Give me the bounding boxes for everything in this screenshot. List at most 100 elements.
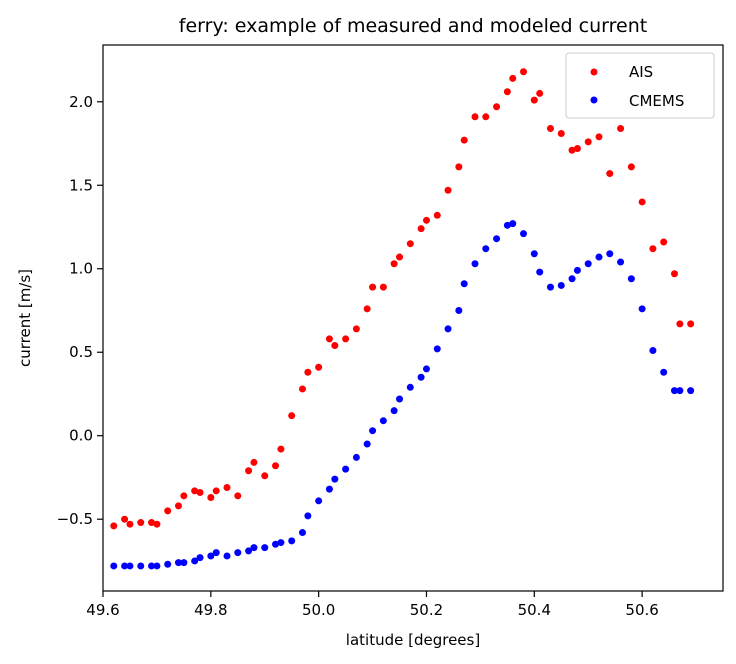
point-cmems [245, 547, 253, 555]
legend-label-ais: AIS [629, 63, 653, 81]
point-ais [546, 124, 554, 132]
point-cmems [649, 347, 657, 355]
point-ais [110, 522, 118, 530]
point-ais [325, 335, 333, 343]
y-tick-label: 0.5 [69, 343, 93, 361]
point-cmems [536, 268, 544, 276]
point-cmems [110, 562, 118, 570]
data-points [110, 68, 695, 570]
point-ais [670, 270, 678, 278]
x-tick-label: 49.6 [86, 601, 119, 619]
point-ais [573, 145, 581, 153]
point-cmems [546, 283, 554, 291]
point-cmems [595, 253, 603, 261]
legend-marker-ais [590, 68, 598, 76]
point-cmems [627, 275, 635, 283]
point-ais [245, 467, 253, 475]
point-ais [174, 502, 182, 510]
point-cmems [520, 230, 528, 238]
point-cmems [687, 387, 695, 395]
point-ais [660, 238, 668, 246]
x-tick-label: 50.4 [518, 601, 551, 619]
point-cmems [482, 245, 490, 253]
point-ais [137, 519, 145, 527]
point-cmems [433, 345, 441, 353]
point-cmems [180, 559, 188, 567]
point-cmems [196, 554, 204, 562]
point-ais [444, 186, 452, 194]
point-cmems [584, 260, 592, 268]
point-ais [422, 216, 430, 224]
legend-marker-cmems [590, 96, 598, 104]
series-cmems [110, 220, 695, 570]
point-cmems [234, 549, 242, 557]
point-ais [234, 492, 242, 500]
point-cmems [638, 305, 646, 313]
point-ais [304, 368, 312, 376]
y-axis-label: current [m/s] [16, 269, 34, 367]
legend-box [565, 52, 715, 119]
point-ais [433, 211, 441, 219]
point-ais [261, 472, 269, 480]
point-cmems [422, 365, 430, 373]
point-cmems [460, 280, 468, 288]
point-ais [153, 520, 161, 528]
x-axis-label: latitude [degrees] [346, 631, 480, 649]
point-cmems [315, 497, 323, 505]
point-ais [649, 245, 657, 253]
point-ais [164, 507, 172, 515]
point-cmems [509, 220, 517, 228]
point-cmems [212, 549, 220, 557]
point-ais [520, 68, 528, 76]
point-cmems [352, 453, 360, 461]
point-ais [277, 445, 285, 453]
point-ais [460, 136, 468, 144]
point-cmems [670, 387, 678, 395]
y-tick-label: 2.0 [69, 93, 93, 111]
point-cmems [261, 544, 269, 552]
point-ais [148, 519, 156, 527]
point-ais [584, 138, 592, 146]
y-axis: −0.5 0.0 0.5 1.0 1.5 2.0 [57, 93, 103, 528]
point-ais [482, 113, 490, 121]
point-ais [207, 494, 215, 501]
point-cmems [191, 557, 199, 565]
y-tick-label: −0.5 [57, 510, 93, 528]
point-ais [676, 320, 684, 328]
point-cmems [164, 560, 172, 568]
point-cmems [557, 281, 565, 289]
plot-frame [102, 44, 724, 592]
point-cmems [396, 395, 404, 403]
point-ais [503, 88, 511, 96]
point-ais [530, 96, 538, 104]
point-cmems [288, 537, 296, 545]
point-ais [379, 283, 387, 291]
y-tick-label: 1.0 [69, 260, 93, 278]
point-cmems [660, 368, 668, 376]
x-tick-label: 49.8 [194, 601, 227, 619]
point-cmems [530, 250, 538, 258]
point-cmems [617, 258, 625, 266]
point-ais [363, 305, 371, 313]
point-ais [509, 74, 517, 82]
point-cmems [153, 562, 161, 570]
point-cmems [493, 235, 501, 243]
point-cmems [121, 562, 129, 570]
point-ais [627, 163, 635, 171]
point-ais [212, 487, 220, 495]
x-tick-label: 50.6 [625, 601, 658, 619]
legend-label-cmems: CMEMS [629, 92, 684, 110]
point-cmems [363, 440, 371, 448]
point-ais [315, 363, 323, 371]
point-ais [617, 124, 625, 132]
point-cmems [417, 373, 425, 381]
point-cmems [342, 465, 350, 473]
point-cmems [568, 275, 576, 283]
y-tick-label: 0.0 [69, 427, 93, 445]
point-ais [390, 260, 398, 268]
point-ais [196, 488, 204, 496]
point-ais [595, 133, 603, 141]
point-cmems [606, 250, 614, 258]
point-cmems [298, 529, 306, 537]
